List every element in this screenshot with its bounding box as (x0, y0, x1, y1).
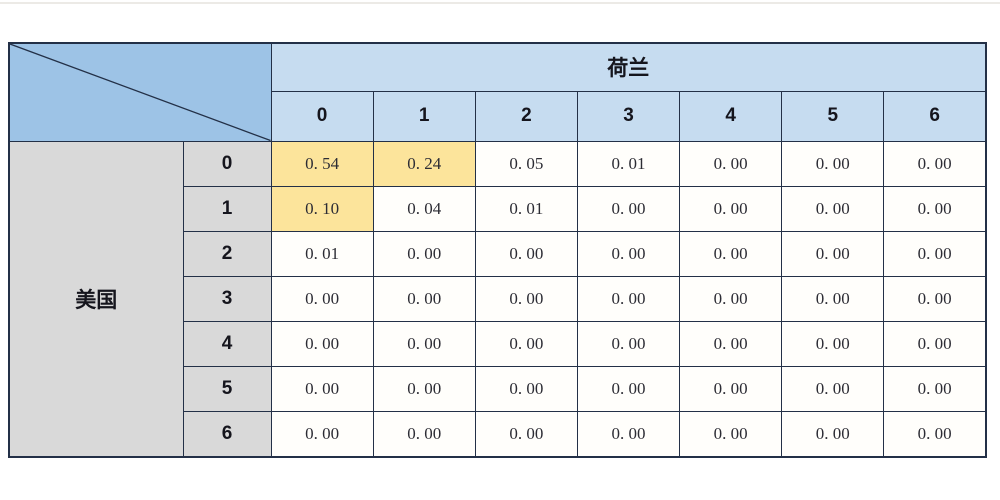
matrix-cell-5-0: 0. 00 (270, 365, 374, 412)
matrix-cell-6-3: 0. 00 (576, 410, 681, 458)
matrix-cell-0-3: 0. 01 (576, 140, 681, 187)
matrix-cell-3-6: 0. 00 (883, 275, 987, 322)
matrix-cell-6-0: 0. 00 (270, 410, 374, 458)
matrix-cell-1-6: 0. 00 (883, 185, 987, 232)
matrix-cell-5-3: 0. 00 (576, 365, 681, 412)
col-header-1: 1 (372, 90, 476, 142)
matrix-cell-4-1: 0. 00 (372, 320, 476, 367)
matrix-cell-0-6: 0. 00 (883, 140, 987, 187)
matrix-cell-6-4: 0. 00 (679, 410, 783, 458)
col-group-row: 荷兰 (8, 42, 987, 142)
table-row: 1 0. 10 0. 04 0. 01 0. 00 0. 00 0. 00 0. 00 (9, 185, 987, 232)
row-header-1: 1 (182, 185, 272, 232)
table-row: 美国 0 0. 54 0. 24 0. 05 0. 01 0. 00 0. 00 0. 00 (8, 140, 987, 458)
matrix-cell-2-3: 0. 00 (576, 230, 681, 277)
matrix-cell-1-0: 0. 10 (270, 185, 374, 232)
matrix-cell-5-5: 0. 00 (781, 365, 885, 412)
row-header-2: 2 (182, 230, 272, 277)
row-header-4: 4 (182, 320, 272, 367)
matrix-cell-3-2: 0. 00 (474, 275, 578, 322)
matrix-cell-3-4: 0. 00 (679, 275, 783, 322)
row-header-5: 5 (182, 365, 272, 412)
matrix-cell-0-5: 0. 00 (781, 140, 885, 187)
matrix-cell-5-6: 0. 00 (883, 365, 987, 412)
matrix-cell-4-2: 0. 00 (474, 320, 578, 367)
matrix-cell-1-5: 0. 00 (781, 185, 885, 232)
matrix-cell-0-0: 0. 54 (270, 140, 374, 187)
col-header-5: 5 (781, 90, 885, 142)
col-header-0: 0 (270, 90, 374, 142)
table-row: 2 0. 01 0. 00 0. 00 0. 00 0. 00 0. 00 0. 00 (9, 230, 987, 277)
row-header-3: 3 (182, 275, 272, 322)
top-divider (0, 2, 1000, 4)
table-row: 5 0. 00 0. 00 0. 00 0. 00 0. 00 0. 00 0. 00 (9, 365, 987, 412)
matrix-cell-2-0: 0. 01 (270, 230, 374, 277)
corner-cell (8, 42, 272, 142)
matrix-cell-5-2: 0. 00 (474, 365, 578, 412)
matrix-cell-2-6: 0. 00 (883, 230, 987, 277)
matrix-cell-2-1: 0. 00 (372, 230, 476, 277)
table-row: 6 0. 00 0. 00 0. 00 0. 00 0. 00 0. 00 0. 00 (9, 410, 987, 458)
matrix-cell-6-5: 0. 00 (781, 410, 885, 458)
matrix-cell-5-1: 0. 00 (372, 365, 476, 412)
matrix-cell-6-6: 0. 00 (883, 410, 987, 458)
row-group-header: 美国 (8, 140, 184, 458)
matrix-cell-3-0: 0. 00 (270, 275, 374, 322)
row-header-6: 6 (182, 410, 272, 458)
diagonal-line (10, 44, 271, 141)
matrix-cell-5-4: 0. 00 (679, 365, 783, 412)
matrix-cell-0-1: 0. 24 (372, 140, 476, 187)
col-header-6: 6 (883, 90, 987, 142)
matrix-cell-4-4: 0. 00 (679, 320, 783, 367)
matrix-cell-1-2: 0. 01 (474, 185, 578, 232)
matrix-cell-4-6: 0. 00 (883, 320, 987, 367)
matrix-cell-6-2: 0. 00 (474, 410, 578, 458)
matrix-cell-3-1: 0. 00 (372, 275, 476, 322)
col-header-2: 2 (474, 90, 578, 142)
matrix-cell-1-3: 0. 00 (576, 185, 681, 232)
matrix-cell-4-0: 0. 00 (270, 320, 374, 367)
matrix-cell-1-1: 0. 04 (372, 185, 476, 232)
matrix-cell-0-4: 0. 00 (679, 140, 783, 187)
matrix-cell-4-5: 0. 00 (781, 320, 885, 367)
matrix-cell-2-2: 0. 00 (474, 230, 578, 277)
matrix-cell-0-2: 0. 05 (474, 140, 578, 187)
matrix-cell-6-1: 0. 00 (372, 410, 476, 458)
row-header-0: 0 (182, 140, 272, 187)
matrix-cell-3-3: 0. 00 (576, 275, 681, 322)
matrix-cell-3-5: 0. 00 (781, 275, 885, 322)
col-header-3: 3 (576, 90, 681, 142)
matrix-cell-2-5: 0. 00 (781, 230, 885, 277)
matrix-cell-1-4: 0. 00 (679, 185, 783, 232)
col-group-header: 荷兰 (270, 42, 987, 92)
table-row: 3 0. 00 0. 00 0. 00 0. 00 0. 00 0. 00 0. 00 (9, 275, 987, 322)
col-header-4: 4 (679, 90, 783, 142)
matrix-cell-4-3: 0. 00 (576, 320, 681, 367)
matrix-cell-2-4: 0. 00 (679, 230, 783, 277)
